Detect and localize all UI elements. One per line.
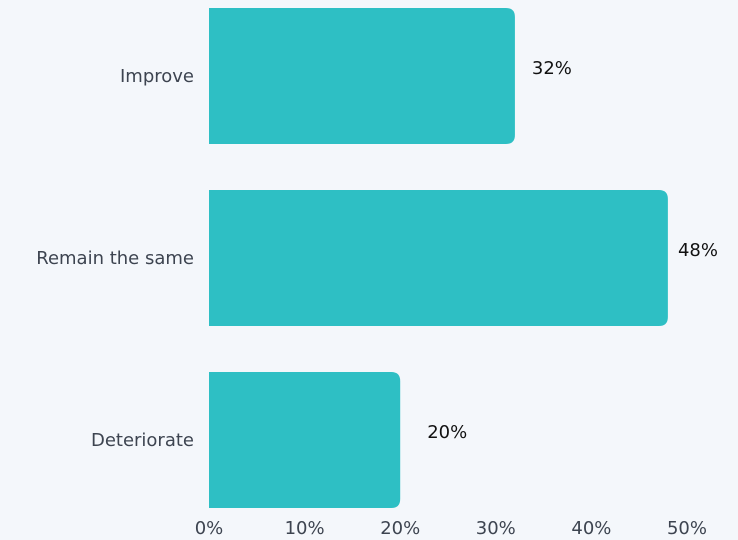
value-labels: 32% 48% 20% (427, 58, 718, 443)
bar-remain-the-same (209, 190, 668, 326)
category-label-remain-the-same: Remain the same (36, 248, 194, 269)
category-label-deteriorate: Deteriorate (91, 430, 194, 451)
x-tick-label-50: 50% (667, 518, 707, 539)
category-label-improve: Improve (120, 66, 194, 87)
value-label-remain-the-same: 48% (678, 240, 718, 261)
value-label-deteriorate: 20% (427, 422, 467, 443)
x-tick-label-40: 40% (571, 518, 611, 539)
x-tick-label-10: 10% (285, 518, 325, 539)
bar-improve (209, 8, 515, 144)
bars-group (209, 8, 668, 508)
x-tick-label-30: 30% (476, 518, 516, 539)
category-labels: Improve Remain the same Deteriorate (36, 66, 194, 451)
x-tick-label-20: 20% (380, 518, 420, 539)
bar-deteriorate (209, 372, 401, 508)
x-axis-ticks: 0% 10% 20% 30% 40% 50% (195, 518, 707, 539)
value-label-improve: 32% (532, 58, 572, 79)
x-tick-label-0: 0% (195, 518, 224, 539)
